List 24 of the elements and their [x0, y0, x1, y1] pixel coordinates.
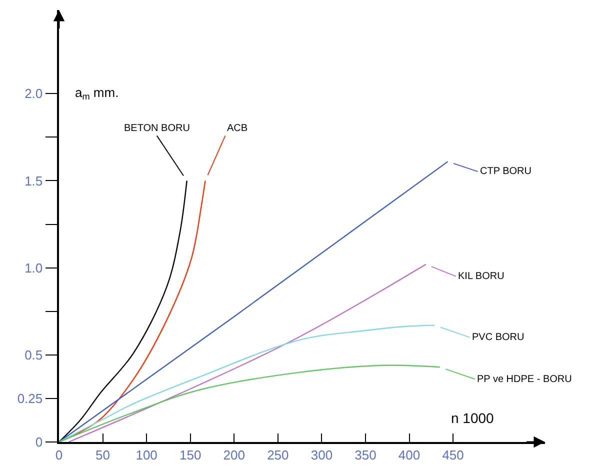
x-axis-title: n 1000 [451, 410, 494, 426]
y-axis-title: a$_{m}$ mm. [75, 85, 119, 102]
x-tick-label: 200 [223, 447, 245, 462]
x-tick-label: 450 [442, 447, 464, 462]
y-tick-label: 0.5 [24, 347, 43, 362]
x-tick-label: 50 [96, 447, 110, 462]
x-tick-label: 300 [310, 447, 333, 462]
y-tick-label: 1.0 [24, 260, 43, 276]
legend-label: PP ve HDPE - BORU [477, 374, 572, 385]
x-tick-label: 400 [398, 447, 420, 462]
text: ACB [227, 123, 248, 134]
y-tick-label: 1.5 [24, 173, 43, 188]
legend-label: CTP BORU [480, 166, 532, 177]
x-tick-label: 100 [136, 447, 158, 462]
legend-label: PVC BORU [472, 332, 524, 343]
x-tick-label: 0 [55, 447, 63, 462]
y-tick-label: 2.0 [24, 86, 43, 102]
y-tick-label: 0.25 [17, 391, 43, 406]
text: BETON BORU [124, 123, 190, 134]
legend-label: KIL BORU [458, 271, 504, 282]
x-tick-label: 350 [354, 447, 376, 462]
y-tick-label: 0 [35, 434, 43, 450]
x-tick-label: 150 [180, 447, 202, 462]
x-tick-label: 250 [267, 447, 289, 462]
